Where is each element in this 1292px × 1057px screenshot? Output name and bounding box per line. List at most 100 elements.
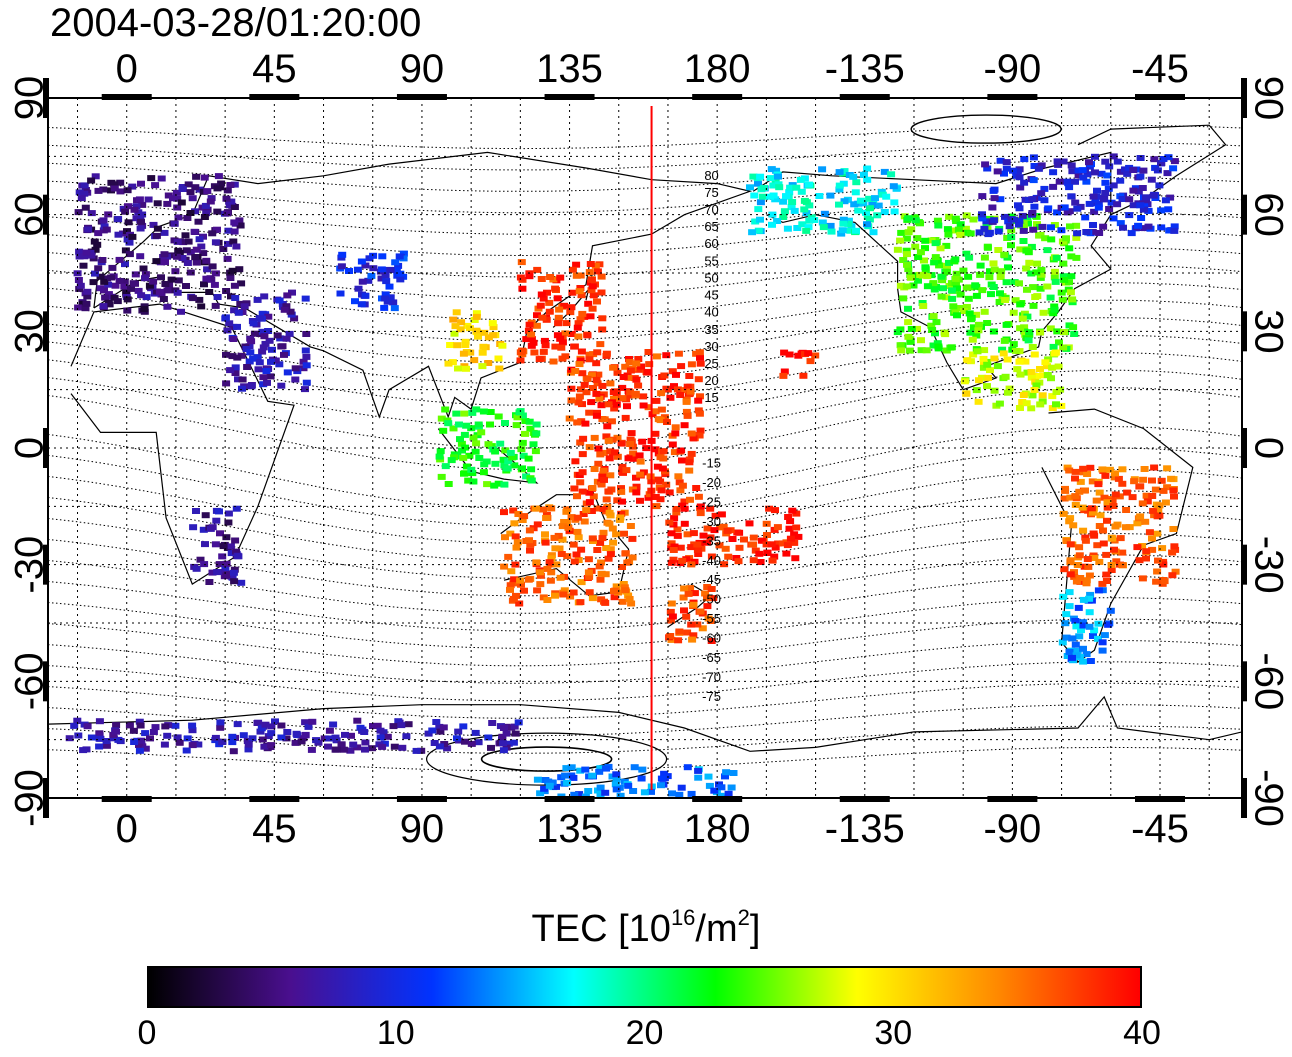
tec-cell — [686, 388, 695, 395]
tec-cell — [560, 519, 569, 525]
tec-cell — [1062, 235, 1070, 242]
tec-cell — [199, 526, 208, 533]
tec-cell — [536, 302, 545, 309]
bottom-lon-label: 135 — [536, 807, 603, 851]
tec-cell — [687, 544, 696, 551]
tec-cell — [993, 363, 1002, 370]
tec-cell — [717, 784, 726, 791]
tec-cell — [580, 518, 589, 525]
tec-cell — [378, 253, 387, 260]
tec-cell — [685, 459, 694, 466]
tec-cell — [525, 321, 534, 328]
tec-cell — [79, 747, 88, 754]
tec-cell — [592, 360, 601, 367]
tec-cell — [996, 274, 1005, 280]
tec-cell — [203, 188, 212, 195]
tec-cell — [694, 551, 703, 557]
tec-cell — [638, 766, 647, 773]
tec-cell — [1088, 509, 1097, 516]
tec-cell — [1019, 238, 1028, 244]
tec-cell — [392, 267, 401, 274]
tec-cell — [983, 361, 992, 368]
tec-cell — [604, 437, 613, 444]
magnetic-latitude-label: 60 — [704, 236, 718, 251]
tec-cell — [974, 398, 983, 405]
tec-cell — [1024, 220, 1032, 227]
tec-cell — [437, 473, 446, 480]
tec-cell — [255, 315, 264, 322]
tec-cell — [160, 251, 169, 258]
tec-cell — [917, 337, 925, 344]
tec-cell — [644, 349, 653, 355]
tec-cell — [82, 300, 91, 307]
tec-cell — [237, 579, 246, 586]
tec-cell — [222, 351, 230, 358]
tec-cell — [610, 588, 618, 595]
tec-cell — [1015, 217, 1024, 224]
tec-cell — [572, 551, 581, 558]
tec-cell — [521, 418, 530, 424]
tec-cell — [132, 203, 141, 210]
tec-cell — [351, 298, 359, 305]
tec-cell — [723, 527, 732, 534]
tec-cell — [1094, 620, 1103, 627]
axis-ticks: 0045459090135135180180-135-135-90-90-45-… — [8, 47, 1291, 851]
tec-cell — [694, 493, 703, 500]
tec-cell — [1074, 172, 1083, 179]
tec-cell — [578, 469, 587, 476]
tec-cell — [672, 509, 681, 516]
tec-cell — [520, 513, 529, 520]
tec-cell — [1055, 339, 1063, 346]
tec-cell — [242, 346, 251, 352]
tec-cell — [1101, 158, 1110, 165]
top-tick-mark — [1134, 94, 1185, 100]
tec-cell — [1015, 358, 1024, 365]
tec-cell — [1081, 487, 1089, 494]
tec-cell — [219, 246, 228, 252]
tec-cell — [721, 545, 730, 552]
tec-cell — [685, 373, 694, 379]
tec-cell — [208, 524, 217, 531]
tec-cell — [635, 452, 644, 459]
tec-cell — [510, 520, 519, 527]
tec-cell — [230, 219, 239, 226]
tec-cell — [588, 535, 597, 542]
tec-cell — [339, 746, 348, 753]
tec-cell — [1083, 171, 1092, 178]
tec-cell — [1032, 382, 1041, 389]
tec-cell — [302, 331, 311, 337]
tec-cell — [1154, 507, 1163, 514]
tec-cell — [1016, 371, 1025, 378]
tec-cell — [1063, 178, 1072, 185]
tec-cell — [621, 414, 630, 421]
tec-cell — [112, 728, 120, 735]
bottom-tick-mark — [1134, 796, 1185, 802]
tec-cell — [580, 381, 589, 388]
tec-cell — [257, 725, 266, 732]
tec-cell — [788, 507, 797, 514]
tec-cell — [261, 721, 270, 728]
coastline — [70, 303, 295, 585]
tec-cell — [135, 196, 144, 203]
tec-cell — [880, 209, 889, 215]
tec-cell — [226, 275, 235, 281]
tec-cell — [631, 390, 640, 397]
tec-cell — [929, 280, 938, 287]
tec-cell — [932, 284, 940, 290]
tec-cell — [1084, 563, 1093, 570]
tec-cell — [835, 201, 843, 208]
tec-cell — [835, 169, 844, 176]
tec-cell — [576, 439, 585, 446]
top-tick-mark — [249, 94, 300, 100]
tec-cell — [625, 359, 634, 365]
tec-cell — [1016, 325, 1025, 332]
tec-cell — [1054, 161, 1063, 168]
tec-cell — [762, 541, 771, 548]
tec-cell — [818, 166, 827, 173]
tec-cell — [673, 386, 682, 393]
tec-cell — [897, 347, 906, 354]
tec-cell — [291, 376, 300, 383]
tec-cell — [159, 296, 168, 302]
tec-cell — [1037, 162, 1046, 169]
magnetic-latitude-label: -55 — [702, 611, 721, 626]
